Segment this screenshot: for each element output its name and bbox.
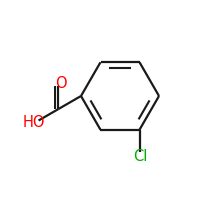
Text: O: O [55,76,67,91]
Text: Cl: Cl [133,149,148,164]
Text: HO: HO [22,115,45,130]
